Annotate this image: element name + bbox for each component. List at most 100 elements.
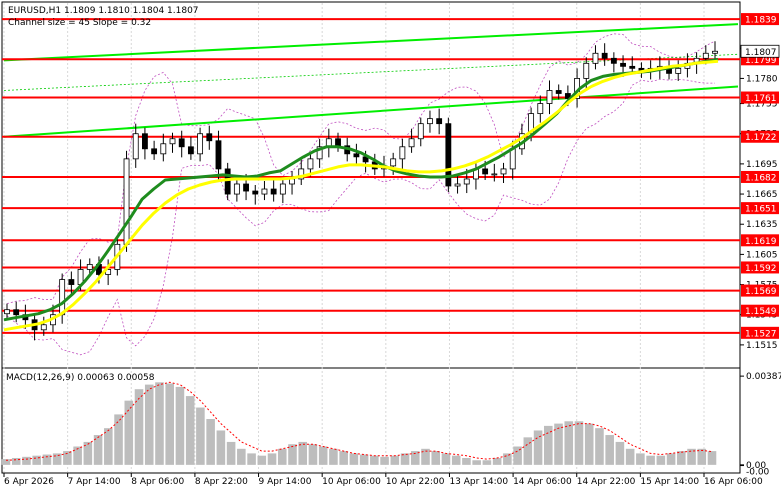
macd-histogram-bar xyxy=(1,459,11,465)
time-axis-labels: 6 Apr 2026 7 Apr 14:00 8 Apr 06:00 8 Apr 22… xyxy=(3,473,763,487)
macd-histogram-bar xyxy=(329,448,338,465)
macd-histogram-bar xyxy=(216,430,226,465)
vertical-gridlines xyxy=(3,3,705,472)
macd-signal-line xyxy=(5,381,713,461)
macd-histogram-bar xyxy=(104,428,113,465)
macd-histogram-bar xyxy=(349,453,359,465)
macd-histogram-bar xyxy=(124,400,134,465)
candle-body xyxy=(509,148,516,170)
time-tick-label: 7 Apr 14:00 xyxy=(68,477,121,487)
candle-body xyxy=(491,173,498,176)
level-tag xyxy=(741,130,779,143)
ma-fast-line xyxy=(3,57,719,322)
candle-body xyxy=(417,123,424,140)
macd-histogram-bar xyxy=(544,425,553,465)
candle-body xyxy=(445,123,452,187)
candle-body xyxy=(215,140,222,170)
candle-body xyxy=(564,93,571,99)
candle-body xyxy=(279,183,286,195)
candle-body xyxy=(68,279,75,285)
candle-body xyxy=(13,309,20,316)
candle-body xyxy=(316,146,323,160)
macd-histogram-bar xyxy=(462,457,471,465)
candle-body xyxy=(187,146,194,155)
candle-body xyxy=(86,264,93,270)
macd-histogram-bar xyxy=(11,457,21,465)
macd-histogram-bar xyxy=(359,454,369,465)
candle-body xyxy=(270,188,277,195)
candle-body xyxy=(463,178,470,185)
candle-body xyxy=(142,133,148,150)
macd-histogram-bar xyxy=(390,455,400,465)
macd-histogram-bar xyxy=(32,455,41,465)
channel-upper-line xyxy=(3,23,739,62)
candle-body xyxy=(335,138,341,147)
macd-histogram-bar xyxy=(267,453,277,465)
macd-histogram-bar xyxy=(73,446,82,465)
macd-histogram-bar xyxy=(42,454,52,465)
macd-histogram-bar xyxy=(318,446,328,465)
macd-histogram-bar xyxy=(63,451,72,465)
candle-body xyxy=(289,178,295,185)
macd-histogram-bar xyxy=(339,451,348,465)
candle-body xyxy=(4,309,10,315)
macd-histogram-bar xyxy=(472,460,481,465)
candle-body xyxy=(500,168,507,175)
macd-histogram-bar xyxy=(175,386,185,465)
candle-body xyxy=(712,50,718,54)
level-tag xyxy=(741,91,779,104)
level-tag-text: 1.1799 xyxy=(745,56,777,66)
time-tick-label: 8 Apr 22:00 xyxy=(195,477,248,487)
macd-histogram-bar xyxy=(206,419,215,465)
macd-histogram-bar xyxy=(431,451,441,465)
macd-tick-label: 0.00387 xyxy=(746,372,781,382)
time-tick-label: 8 Apr 06:00 xyxy=(131,477,184,487)
macd-histogram-bar xyxy=(697,448,707,465)
candle-body xyxy=(601,52,608,59)
time-tick-label: 14 Apr 22:00 xyxy=(577,477,636,487)
macd-histogram-bar xyxy=(155,382,164,465)
candle-body xyxy=(436,118,443,125)
level-tag xyxy=(741,13,779,26)
candle-body xyxy=(132,133,139,160)
macd-histogram-bar xyxy=(277,448,287,465)
macd-histogram-bar xyxy=(288,444,297,465)
level-tag-text: 1.1651 xyxy=(745,205,777,215)
time-tick-label: 13 Apr 14:00 xyxy=(449,477,508,487)
candle-body xyxy=(206,133,213,142)
candle-body xyxy=(252,190,259,195)
candle-body xyxy=(546,90,553,104)
candle-body xyxy=(197,133,204,155)
level-tag-text: 1.1761 xyxy=(745,94,777,104)
candle-body xyxy=(224,168,231,195)
macd-histogram-bar xyxy=(52,453,62,465)
level-tag xyxy=(741,326,779,339)
candle-body xyxy=(702,52,709,59)
candle-body xyxy=(555,90,562,94)
candle-body xyxy=(592,52,599,64)
macd-histogram-bar xyxy=(380,456,389,465)
macd-histogram-bar xyxy=(687,448,696,465)
macd-histogram-bar xyxy=(564,421,574,465)
macd-histogram-bar xyxy=(482,460,492,465)
channel-info: Channel size = 45 Slope = 0.32 xyxy=(8,18,151,28)
macd-histogram-bar xyxy=(400,453,410,465)
time-tick-label: 16 Apr 06:00 xyxy=(704,477,763,487)
candle-body xyxy=(427,118,433,125)
macd-histogram-bar xyxy=(707,451,717,465)
macd-histogram-bar xyxy=(185,396,195,465)
macd-histogram-bar xyxy=(370,455,379,465)
macd-histogram-bar xyxy=(257,455,267,465)
macd-histogram-bar xyxy=(134,389,144,465)
macd-histogram-bar xyxy=(625,448,635,465)
macd-histogram-bar xyxy=(656,455,666,465)
macd-histogram-bar xyxy=(636,453,645,465)
price-tick-label: 1.1755 xyxy=(746,100,778,110)
candle-body xyxy=(528,113,535,135)
level-price-tags: 1.1839 1.1799 1.1761 1.1722 1.1682 1.1651 1.16… xyxy=(740,13,780,339)
macd-label: MACD(12,26,9) 0.00063 0.00058 xyxy=(6,373,155,383)
macd-histogram-bar xyxy=(421,448,430,465)
level-tag-text: 1.1569 xyxy=(745,287,777,297)
macd-histogram-bar xyxy=(22,456,31,465)
macd-histogram-bar xyxy=(83,441,93,465)
